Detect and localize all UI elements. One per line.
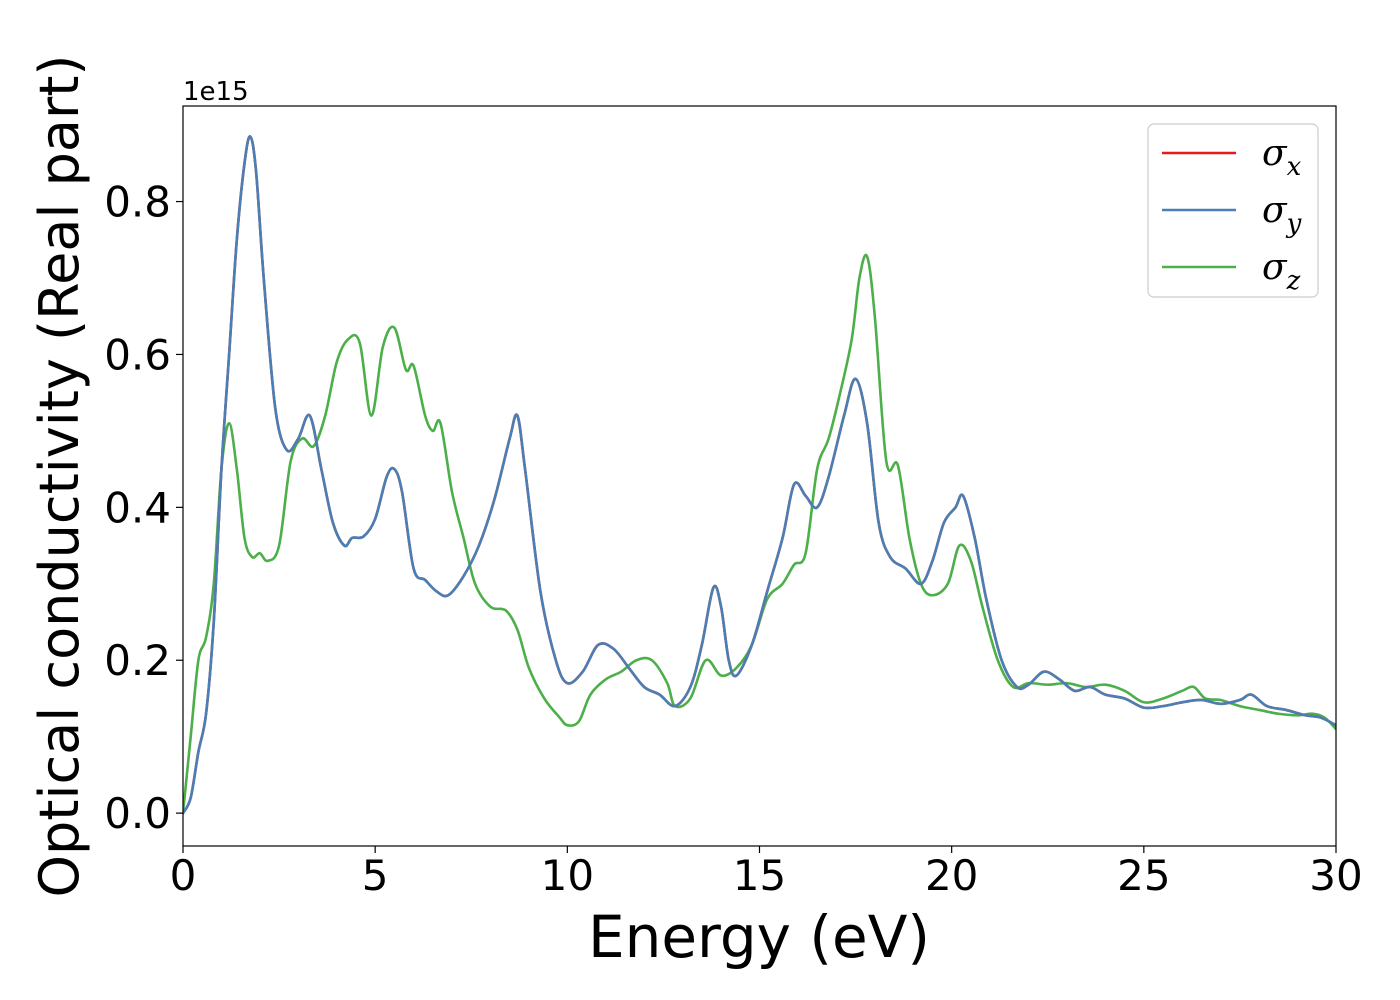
x-tick-label: 20 [925, 851, 978, 900]
x-axis-ticks: 0 5 10 15 20 25 30 [170, 846, 1363, 900]
x-tick-label: 15 [733, 851, 786, 900]
y-tick-label: 0.6 [104, 330, 171, 379]
series-layer [183, 135, 1336, 815]
y-axis-title: Optical conductivity (Real part) [28, 55, 91, 898]
y-axis-ticks: 0.0 0.2 0.4 0.6 0.8 [104, 178, 183, 838]
y-tick-label: 0.8 [104, 178, 171, 227]
y-tick-label: 0.0 [104, 789, 171, 838]
x-tick-label: 10 [541, 851, 594, 900]
legend: σx σy σz [1147, 123, 1319, 298]
x-tick-label: 30 [1309, 851, 1362, 900]
legend-label-y: σy [1262, 190, 1302, 239]
legend-label-x: σx [1262, 133, 1302, 182]
series-line-y [183, 135, 1336, 815]
x-tick-label: 0 [170, 851, 197, 900]
y-offset-text: 1e15 [183, 77, 249, 107]
series-line-z [183, 253, 1336, 815]
x-tick-label: 25 [1117, 851, 1170, 900]
legend-label-z: σz [1262, 247, 1301, 296]
y-tick-label: 0.2 [104, 636, 171, 685]
x-tick-label: 5 [362, 851, 389, 900]
y-tick-label: 0.4 [104, 483, 171, 532]
x-axis-title: Energy (eV) [588, 903, 930, 971]
